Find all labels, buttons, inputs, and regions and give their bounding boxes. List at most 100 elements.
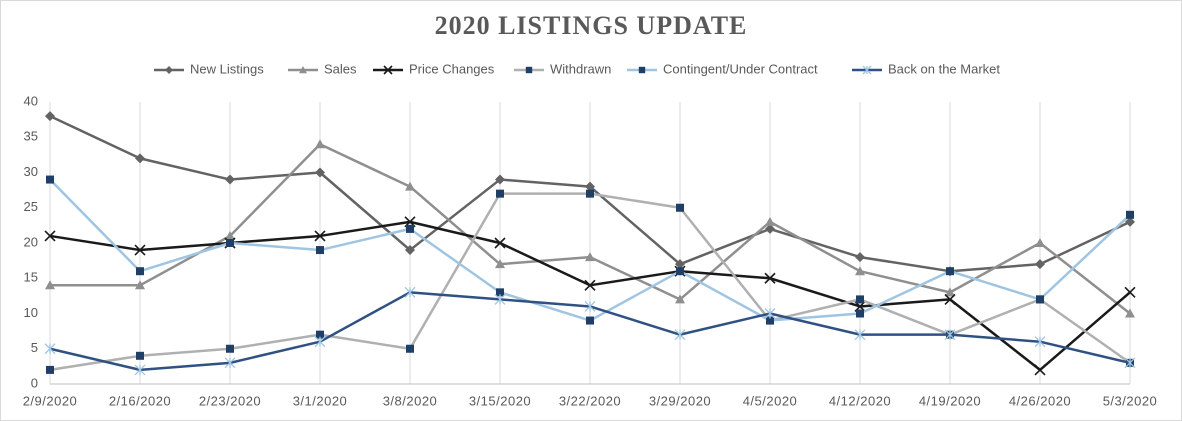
marker <box>45 280 55 290</box>
marker <box>1035 259 1045 270</box>
marker <box>1034 336 1046 348</box>
x-tick-label: 3/15/2020 <box>469 393 531 408</box>
y-tick-label: 20 <box>24 234 38 249</box>
legend-label: Back on the Market <box>888 61 1000 76</box>
marker <box>495 174 505 185</box>
marker <box>585 252 595 262</box>
marker <box>496 288 504 297</box>
marker <box>406 344 414 353</box>
marker <box>764 272 776 284</box>
y-tick-label: 30 <box>24 164 38 179</box>
x-tick-label: 2/16/2020 <box>109 393 171 408</box>
marker <box>675 259 685 270</box>
marker <box>1124 357 1136 369</box>
marker <box>585 181 595 192</box>
marker <box>1036 295 1044 304</box>
y-tick-label: 35 <box>24 129 38 144</box>
marker <box>676 203 684 212</box>
marker <box>496 189 504 198</box>
legend-label: Contingent/Under Contract <box>663 61 818 76</box>
legend-label: Withdrawn <box>550 61 611 76</box>
y-tick-label: 10 <box>24 305 38 320</box>
marker <box>944 293 956 305</box>
marker <box>134 244 146 256</box>
x-tick-label: 5/3/2020 <box>1103 393 1158 408</box>
marker <box>226 344 234 353</box>
legend-item: Back on the Market <box>852 61 1000 76</box>
marker <box>676 267 684 276</box>
legend-marker <box>165 66 173 74</box>
marker <box>1125 308 1135 318</box>
marker <box>675 294 685 304</box>
x-tick-label: 3/29/2020 <box>649 393 711 408</box>
y-tick-label: 40 <box>24 93 38 108</box>
marker <box>855 266 865 276</box>
marker <box>946 267 954 276</box>
legend-label: Sales <box>324 61 357 76</box>
marker <box>315 167 325 178</box>
marker <box>584 279 596 291</box>
marker <box>1126 210 1134 219</box>
legend-item: Withdrawn <box>514 61 611 76</box>
x-tick-label: 3/22/2020 <box>559 393 621 408</box>
marker <box>226 239 234 247</box>
marker <box>316 246 324 255</box>
x-tick-label: 4/12/2020 <box>829 393 891 408</box>
legend-marker <box>525 66 533 74</box>
marker <box>46 175 54 184</box>
marker <box>45 111 55 122</box>
marker <box>766 316 774 325</box>
x-tick-label: 4/5/2020 <box>743 393 798 408</box>
marker <box>224 357 236 369</box>
marker <box>314 336 326 348</box>
marker <box>1035 238 1045 247</box>
marker <box>1124 286 1136 298</box>
marker <box>136 267 144 276</box>
y-tick-label: 0 <box>31 375 38 390</box>
marker <box>316 330 324 339</box>
legend-marker <box>299 66 307 74</box>
legend-marker <box>862 65 872 75</box>
marker <box>764 308 776 319</box>
marker <box>856 309 864 318</box>
marker <box>854 329 866 341</box>
marker <box>404 286 416 298</box>
legend-marker <box>383 65 393 75</box>
marker <box>406 224 414 233</box>
marker <box>586 316 594 325</box>
marker <box>494 237 506 249</box>
marker <box>405 181 415 191</box>
marker <box>584 300 596 312</box>
marker <box>315 139 325 149</box>
marker <box>225 174 235 185</box>
marker <box>225 230 235 240</box>
marker <box>944 329 956 341</box>
marker <box>134 364 146 376</box>
marker <box>495 259 505 269</box>
marker <box>674 329 686 341</box>
y-tick-label: 15 <box>24 270 38 285</box>
marker <box>765 216 775 226</box>
marker <box>945 287 955 297</box>
marker <box>314 230 326 242</box>
marker <box>405 245 415 256</box>
legend-label: Price Changes <box>409 61 495 76</box>
chart-title: 2020 LISTINGS UPDATE <box>435 11 748 40</box>
x-tick-label: 4/26/2020 <box>1009 393 1071 408</box>
marker <box>765 223 775 234</box>
marker <box>856 295 864 304</box>
marker <box>44 230 56 242</box>
marker <box>1125 216 1135 227</box>
marker <box>1034 364 1046 376</box>
marker <box>44 343 56 355</box>
x-tick-label: 2/23/2020 <box>199 393 261 408</box>
legend-item: Contingent/Under Contract <box>627 61 818 76</box>
legend-label: New Listings <box>190 61 264 76</box>
legend-item: Price Changes <box>373 61 495 76</box>
marker <box>494 293 506 305</box>
x-tick-label: 2/9/2020 <box>23 393 78 408</box>
x-tick-label: 3/8/2020 <box>383 393 438 408</box>
legend-item: Sales <box>288 61 357 76</box>
marker <box>586 189 594 198</box>
